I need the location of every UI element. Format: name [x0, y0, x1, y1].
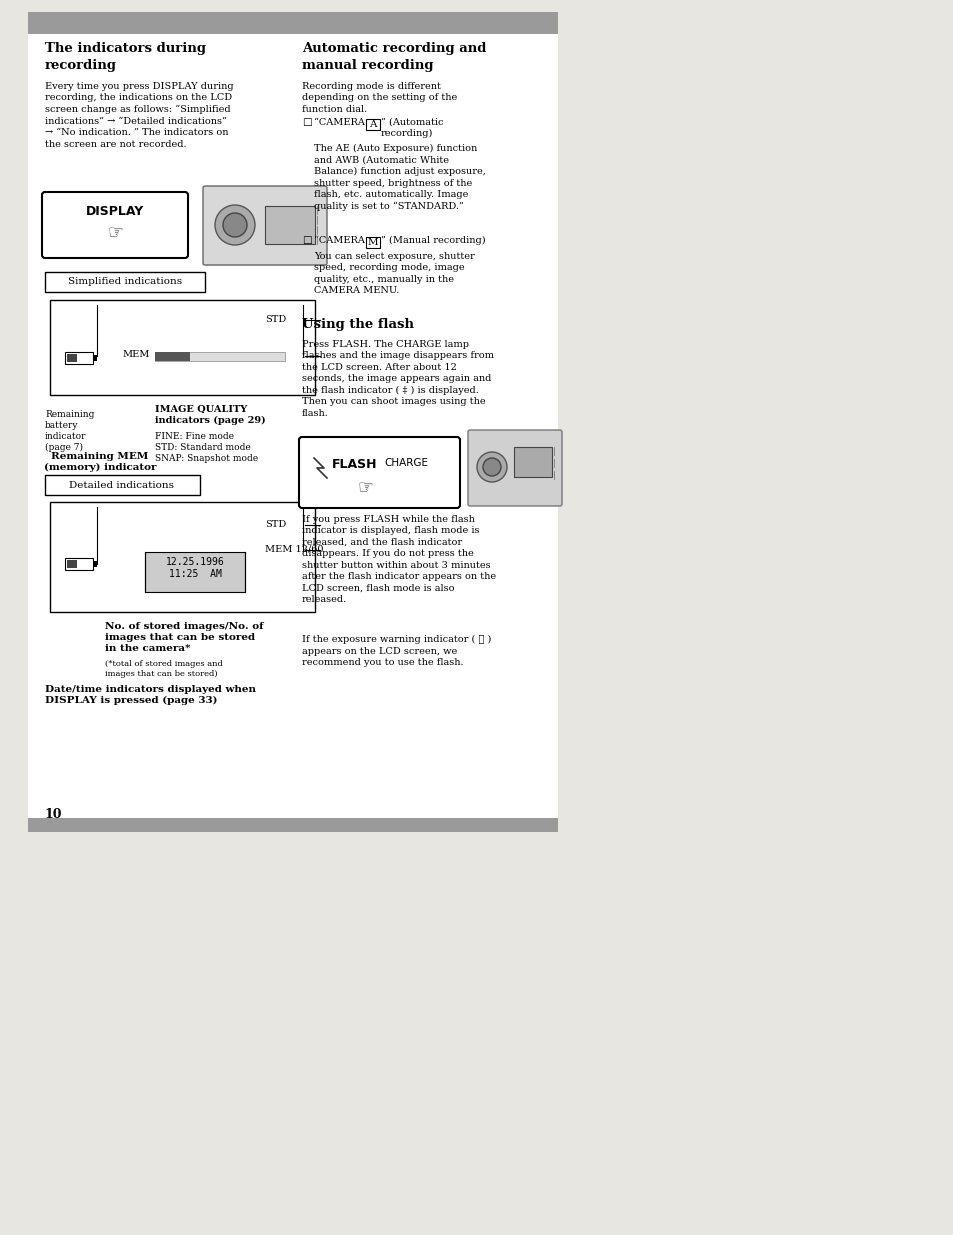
Text: 10: 10	[45, 808, 63, 821]
Text: CHARGE: CHARGE	[384, 458, 428, 468]
Text: The AE (Auto Exposure) function
and AWB (Automatic White
Balance) function adjus: The AE (Auto Exposure) function and AWB …	[314, 144, 485, 211]
Text: ☞: ☞	[107, 224, 123, 241]
Text: Date/time indicators displayed when
DISPLAY is pressed (page 33): Date/time indicators displayed when DISP…	[45, 685, 255, 705]
Text: ” (Manual recording): ” (Manual recording)	[380, 236, 485, 245]
Text: “CAMERA: “CAMERA	[314, 119, 368, 127]
Text: MEM: MEM	[123, 350, 150, 359]
Text: MEM 12/60: MEM 12/60	[265, 545, 323, 555]
Bar	[154, 352, 190, 361]
Bar	[366, 237, 379, 248]
Text: If the exposure warning indicator ( ※ )
appears on the LCD screen, we
recommend : If the exposure warning indicator ( ※ ) …	[302, 635, 491, 667]
Bar	[50, 300, 314, 395]
FancyBboxPatch shape	[203, 186, 327, 266]
Text: M: M	[367, 238, 378, 247]
Text: ” (Automatic
recording): ” (Automatic recording)	[380, 119, 443, 138]
Text: 12.25.1996
11:25  AM: 12.25.1996 11:25 AM	[166, 557, 224, 579]
Bar	[265, 206, 314, 245]
Text: Detailed indications: Detailed indications	[70, 480, 174, 489]
Text: Remaining MEM
(memory) indicator: Remaining MEM (memory) indicator	[44, 452, 156, 472]
FancyBboxPatch shape	[298, 437, 459, 508]
Bar	[28, 818, 558, 832]
Text: DISPLAY: DISPLAY	[86, 205, 144, 219]
Text: ☞: ☞	[356, 478, 373, 496]
FancyBboxPatch shape	[42, 191, 188, 258]
Text: Press FLASH. The CHARGE lamp
flashes and the image disappears from
the LCD scree: Press FLASH. The CHARGE lamp flashes and…	[302, 340, 494, 417]
Bar	[92, 354, 97, 361]
Bar	[65, 558, 92, 571]
Text: Recording mode is different
depending on the setting of the
function dial.: Recording mode is different depending on…	[302, 82, 456, 114]
Bar	[145, 552, 245, 592]
Text: “CAMERA: “CAMERA	[314, 236, 368, 245]
Text: □: □	[302, 236, 312, 245]
Text: No. of stored images/No. of
images that can be stored
in the camera*: No. of stored images/No. of images that …	[105, 622, 263, 653]
Text: STD: STD	[265, 520, 286, 529]
Text: Simplified indications: Simplified indications	[68, 278, 182, 287]
Text: IMAGE QUALITY
indicators (page 29): IMAGE QUALITY indicators (page 29)	[154, 405, 265, 425]
Bar	[67, 354, 77, 362]
Text: Every time you press DISPLAY during
recording, the indications on the LCD
screen: Every time you press DISPLAY during reco…	[45, 82, 233, 148]
Text: If you press FLASH while the flash
indicator is displayed, flash mode is
release: If you press FLASH while the flash indic…	[302, 515, 496, 604]
Circle shape	[223, 212, 247, 237]
Circle shape	[476, 452, 506, 482]
Bar	[67, 559, 77, 568]
Bar	[514, 447, 552, 477]
Text: STD: STD	[265, 315, 286, 324]
Bar	[154, 352, 285, 361]
Circle shape	[482, 458, 500, 475]
Text: You can select exposure, shutter
speed, recording mode, image
quality, etc., man: You can select exposure, shutter speed, …	[314, 252, 475, 295]
Bar	[45, 272, 205, 291]
Text: A: A	[369, 120, 376, 128]
Bar	[28, 12, 558, 35]
Text: (*total of stored images and
images that can be stored): (*total of stored images and images that…	[105, 659, 223, 678]
Bar	[92, 561, 97, 567]
Text: Automatic recording and
manual recording: Automatic recording and manual recording	[302, 42, 486, 72]
Bar	[45, 475, 200, 495]
Text: FLASH: FLASH	[332, 458, 377, 471]
Text: The indicators during
recording: The indicators during recording	[45, 42, 206, 72]
Bar	[50, 501, 314, 613]
Text: Using the flash: Using the flash	[302, 317, 414, 331]
Text: Remaining
battery
indicator
(page 7): Remaining battery indicator (page 7)	[45, 410, 94, 452]
Bar	[28, 12, 558, 832]
Text: FINE: Fine mode
STD: Standard mode
SNAP: Snapshot mode: FINE: Fine mode STD: Standard mode SNAP:…	[154, 432, 258, 463]
Text: □: □	[302, 119, 312, 127]
Bar	[366, 119, 379, 130]
Bar	[65, 352, 92, 364]
FancyBboxPatch shape	[468, 430, 561, 506]
Circle shape	[214, 205, 254, 245]
